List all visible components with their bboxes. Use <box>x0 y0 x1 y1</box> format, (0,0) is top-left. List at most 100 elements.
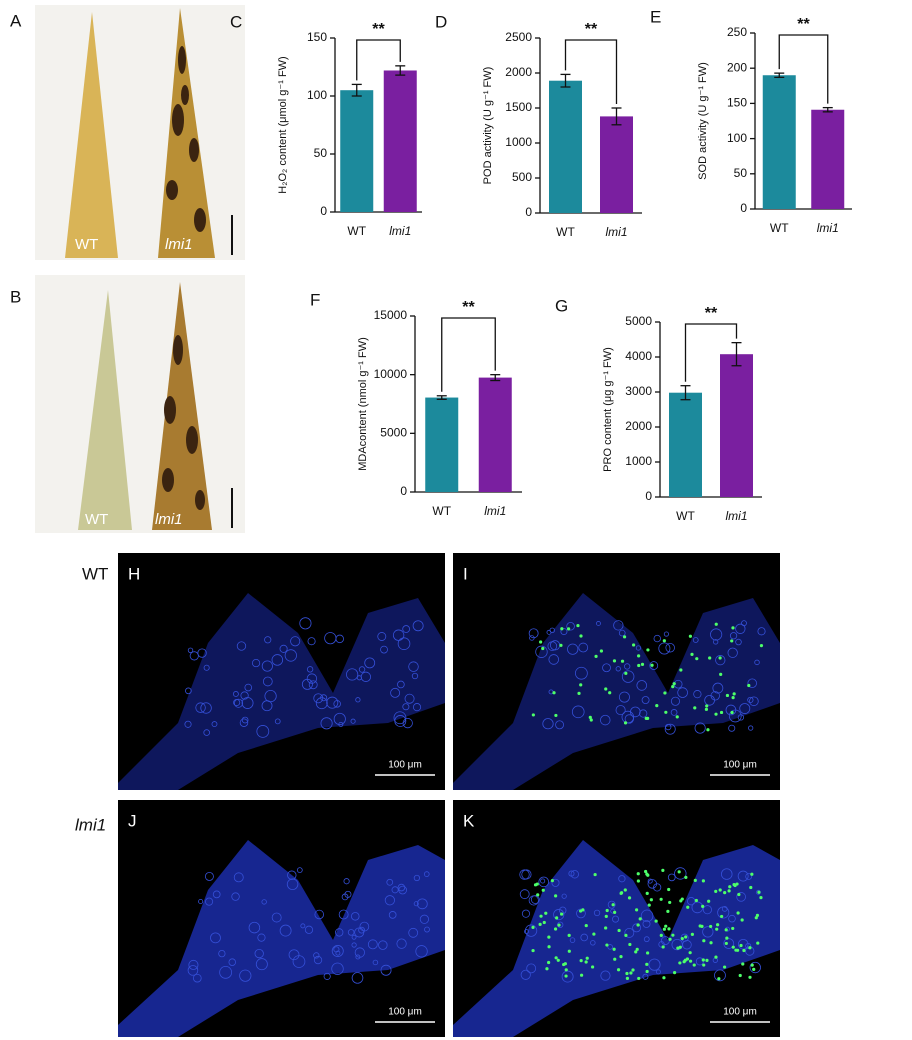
cell <box>219 965 233 979</box>
y-tick-label: 150 <box>727 96 747 110</box>
signal <box>739 943 743 948</box>
signal <box>556 958 560 962</box>
signal <box>672 682 676 686</box>
cell <box>359 921 370 932</box>
signal <box>550 879 554 883</box>
signal <box>620 659 625 663</box>
signal <box>634 950 638 954</box>
signal <box>688 634 693 638</box>
y-axis-label: PRO content (μg g⁻¹ FW) <box>602 347 614 472</box>
signal <box>636 879 640 883</box>
signal <box>536 893 540 897</box>
signal <box>679 668 683 672</box>
signal <box>719 672 723 676</box>
cell <box>335 928 344 937</box>
x-tick-label: WT <box>556 225 575 239</box>
signal <box>748 975 752 979</box>
signal <box>702 939 706 943</box>
y-tick-label: 10000 <box>374 367 408 381</box>
signal <box>717 977 721 981</box>
signal <box>567 933 571 937</box>
signal <box>544 911 548 915</box>
significance: ** <box>372 21 385 38</box>
cell <box>364 657 376 669</box>
y-tick-label: 50 <box>734 166 748 180</box>
signal <box>555 916 559 920</box>
significance-bracket <box>441 317 496 392</box>
leaf-label: lmi1 <box>155 511 183 528</box>
panel-label: F <box>310 290 320 309</box>
signal <box>533 883 538 887</box>
y-tick-label: 15000 <box>374 308 408 322</box>
signal <box>637 976 641 981</box>
cell <box>520 969 531 980</box>
signal <box>576 623 580 628</box>
scale-bar-label: 100 μm <box>388 760 422 771</box>
cell <box>735 623 746 634</box>
panel-label: G <box>555 296 568 315</box>
signal <box>649 898 653 902</box>
cell <box>553 909 565 921</box>
cell <box>271 654 284 666</box>
signal <box>740 918 744 922</box>
cell <box>710 628 723 641</box>
cell <box>264 689 277 703</box>
signal <box>664 710 668 714</box>
tissue <box>453 593 780 790</box>
cell <box>596 621 601 626</box>
cell <box>274 718 281 725</box>
cell <box>624 663 631 670</box>
signal <box>577 691 581 695</box>
signal <box>741 962 745 966</box>
signal <box>709 924 713 929</box>
bar <box>425 397 459 492</box>
signal <box>714 955 718 959</box>
signal <box>637 654 641 658</box>
signal <box>733 883 737 888</box>
signal <box>560 912 564 916</box>
signal <box>613 957 617 961</box>
cell <box>643 936 650 943</box>
significance-bracket <box>778 34 829 104</box>
y-tick-label: 100 <box>727 131 747 145</box>
signal <box>720 914 724 919</box>
signal <box>742 948 746 953</box>
signal <box>646 873 650 877</box>
scale-bar-label: 100 μm <box>723 760 757 771</box>
signal <box>757 890 761 894</box>
cell <box>203 664 210 671</box>
signal <box>612 947 616 951</box>
signal <box>644 869 648 874</box>
cell <box>211 721 218 728</box>
signal <box>731 626 735 630</box>
cell <box>665 643 675 653</box>
signal <box>560 627 564 631</box>
signal <box>559 643 563 647</box>
cell <box>286 878 299 891</box>
y-tick-label: 3000 <box>625 384 652 398</box>
cell <box>547 641 558 651</box>
signal <box>647 903 651 907</box>
signal <box>728 885 732 889</box>
cell <box>670 696 680 706</box>
cell <box>602 663 611 673</box>
signal <box>547 945 551 949</box>
cell <box>218 949 226 958</box>
cell <box>624 714 634 724</box>
cell <box>524 929 529 935</box>
cell <box>530 895 540 904</box>
cell <box>331 945 344 957</box>
signal <box>590 965 595 969</box>
scale-bar-label: 100 μm <box>723 1007 757 1018</box>
cell <box>236 641 247 651</box>
cell <box>535 645 548 658</box>
signal <box>693 706 697 710</box>
signal <box>631 968 635 972</box>
signal <box>659 933 663 937</box>
cell <box>307 637 316 646</box>
cell <box>262 676 273 687</box>
signal <box>567 627 571 631</box>
error-bar <box>490 374 501 382</box>
cell <box>615 666 621 672</box>
cell <box>521 909 531 918</box>
